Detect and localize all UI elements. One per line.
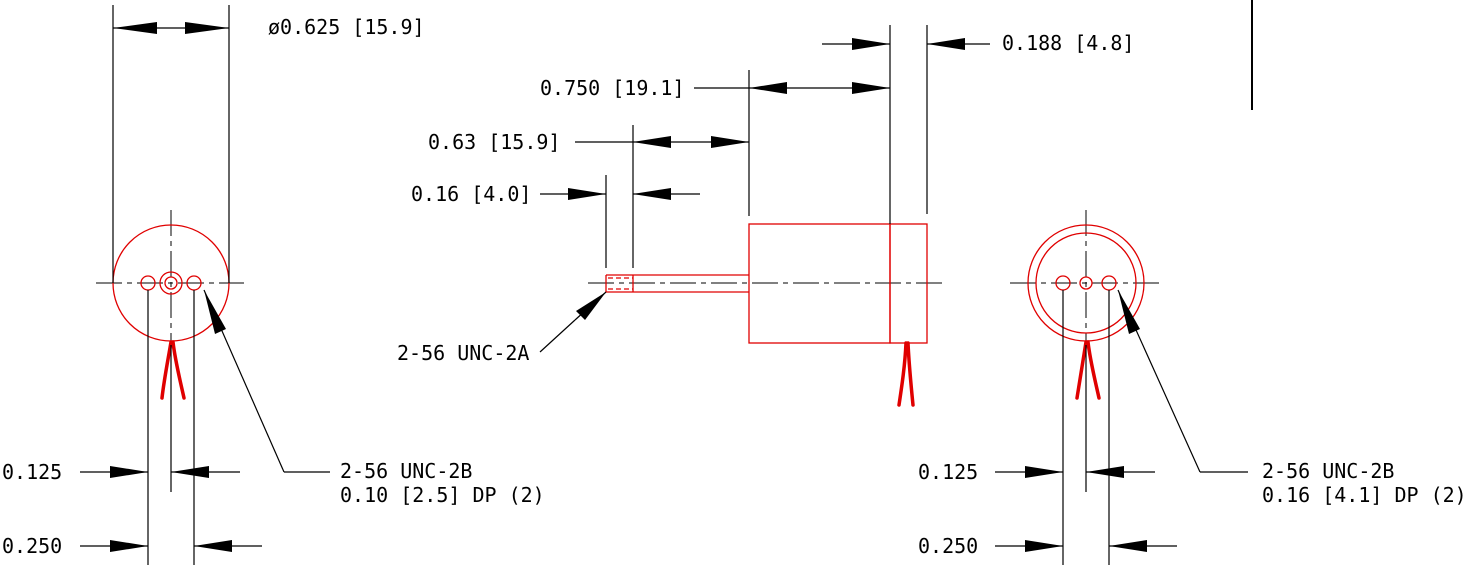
arrowhead (633, 188, 671, 200)
arrowhead (1025, 540, 1063, 552)
arrowhead (749, 82, 787, 94)
arrowhead (1109, 540, 1147, 552)
arrowhead (633, 136, 671, 148)
arrowhead (171, 466, 209, 478)
left-offset-label: 0.125 (2, 460, 62, 484)
right-callout-line2: 0.16 [4.1] DP (2) (1262, 483, 1467, 507)
arrowhead (194, 540, 232, 552)
arrowhead (927, 38, 965, 50)
right-center-hole (1079, 276, 1093, 290)
right-bottom-dimensions: 0.125 0.250 (918, 290, 1177, 565)
thread-length-label: 0.16 [4.0] (411, 182, 531, 206)
left-callout-line1: 2-56 UNC-2B (340, 459, 472, 483)
shaft-thread-label: 2-56 UNC-2A (397, 341, 529, 365)
diameter-dimension: ø0.625 [15.9] (112, 5, 425, 283)
shaft-length-label: 0.63 [15.9] (428, 130, 560, 154)
side-lead-wire-a (897, 341, 908, 407)
arrowhead (711, 136, 749, 148)
left-bottom-dimensions: 0.125 0.250 (2, 290, 262, 565)
arrowhead (1086, 466, 1124, 478)
body-length-label: 0.750 [19.1] (540, 76, 685, 100)
right-callout-line1: 2-56 UNC-2B (1262, 459, 1394, 483)
left-callout-line2: 0.10 [2.5] DP (2) (340, 483, 545, 507)
shaft-length-dimension: 0.63 [15.9] (428, 125, 749, 268)
right-lead-wire-a (1075, 340, 1088, 400)
side-lead-wire-b (906, 341, 915, 407)
left-spacing-label: 0.250 (2, 534, 62, 558)
flange-dimension: 0.188 [4.8] (822, 25, 1134, 224)
arrowhead (113, 22, 157, 34)
left-center-boss-outer (159, 271, 183, 295)
body-length-dimension: 0.750 [19.1] (540, 70, 890, 216)
right-offset-label: 0.125 (918, 460, 978, 484)
arrowhead (1118, 290, 1140, 334)
left-lead-wire-a (160, 340, 173, 400)
right-spacing-label: 0.250 (918, 534, 978, 558)
left-hole-callout: 2-56 UNC-2B 0.10 [2.5] DP (2) (203, 289, 545, 507)
flange-label: 0.188 [4.8] (1002, 31, 1134, 55)
arrowhead (185, 22, 229, 34)
left-lead-wire-b (171, 340, 186, 400)
arrowhead (576, 292, 606, 320)
arrowhead (110, 466, 148, 478)
left-end-view (96, 210, 244, 400)
arrowhead (852, 38, 890, 50)
left-center-boss-inner (164, 276, 178, 290)
right-lead-wire-b (1086, 340, 1101, 400)
arrowhead (568, 188, 606, 200)
diameter-label: ø0.625 [15.9] (268, 15, 425, 39)
right-hole-callout: 2-56 UNC-2B 0.16 [4.1] DP (2) (1117, 289, 1467, 507)
arrowhead (1025, 466, 1063, 478)
side-view (588, 223, 945, 407)
thread-length-dimension: 0.16 [4.0] (411, 175, 700, 268)
right-end-view (1010, 210, 1160, 400)
arrowhead (110, 540, 148, 552)
shaft-thread-callout: 2-56 UNC-2A (397, 291, 607, 365)
arrowhead (204, 290, 226, 334)
right-flange-outline (1035, 232, 1137, 334)
arrowhead (852, 82, 890, 94)
